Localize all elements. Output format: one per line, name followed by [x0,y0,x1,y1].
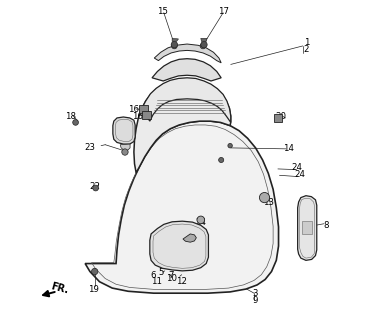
Polygon shape [134,80,231,173]
Text: 14: 14 [283,144,293,153]
Text: FR.: FR. [50,281,70,295]
Text: 3: 3 [253,289,258,298]
Polygon shape [298,196,317,260]
Text: 13: 13 [263,197,274,206]
Polygon shape [172,38,178,42]
Text: 9: 9 [253,296,258,305]
Text: 6: 6 [150,271,156,280]
Text: 1: 1 [304,38,309,47]
Text: 2: 2 [304,44,309,54]
Circle shape [92,268,98,275]
Text: 18: 18 [65,113,76,122]
Circle shape [171,42,178,48]
Circle shape [122,149,128,155]
Text: 12: 12 [176,277,187,286]
Text: 20: 20 [275,112,286,121]
Text: 16: 16 [128,105,139,114]
Circle shape [73,120,78,125]
Circle shape [197,216,205,224]
Text: 24: 24 [294,170,305,179]
Polygon shape [154,44,221,63]
Text: 4: 4 [122,118,128,127]
Text: 5: 5 [159,268,164,277]
Polygon shape [85,121,279,293]
Text: 16: 16 [132,112,143,121]
Circle shape [219,157,224,163]
Polygon shape [201,38,207,42]
Text: 15: 15 [157,7,168,16]
Text: 10: 10 [166,274,177,283]
Circle shape [200,43,206,49]
Text: 8: 8 [323,221,328,230]
Bar [139,105,148,113]
Polygon shape [113,117,135,144]
Text: 24: 24 [195,218,206,227]
Circle shape [228,143,232,148]
Bar [274,114,282,122]
Polygon shape [120,144,130,150]
Text: 7: 7 [168,271,174,280]
Text: 23: 23 [85,143,95,152]
Bar [142,111,151,119]
Text: 24: 24 [291,163,302,172]
Polygon shape [183,234,196,242]
Text: 19: 19 [88,285,99,294]
Text: 22: 22 [89,182,100,191]
Bar [302,221,312,234]
Circle shape [93,185,99,191]
Polygon shape [141,78,231,123]
Text: 21: 21 [186,242,197,251]
Circle shape [259,193,270,203]
Text: 17: 17 [218,7,229,16]
Polygon shape [152,59,221,81]
Text: 11: 11 [151,277,162,286]
Polygon shape [150,221,209,271]
Circle shape [171,43,177,49]
Circle shape [201,42,207,48]
